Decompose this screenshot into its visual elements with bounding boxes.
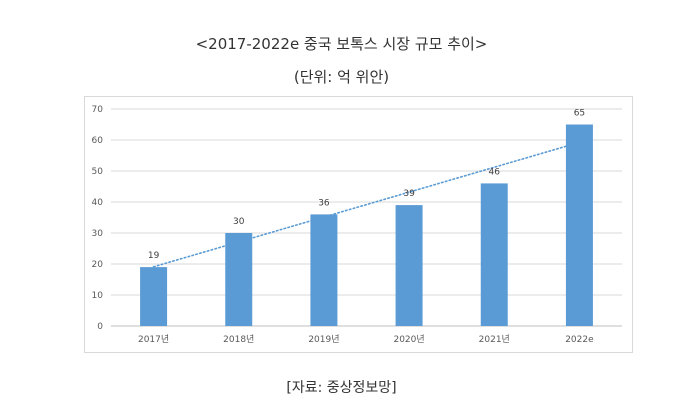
bar bbox=[225, 233, 253, 326]
data-label: 46 bbox=[489, 167, 501, 177]
source-note: [자료: 중상정보망] bbox=[286, 380, 397, 396]
y-tick-label: 10 bbox=[92, 291, 104, 301]
y-tick-label: 30 bbox=[92, 229, 104, 239]
x-tick-label: 2017년 bbox=[138, 334, 169, 345]
x-tick-label: 2020년 bbox=[393, 334, 424, 345]
trendline-layer bbox=[152, 141, 581, 268]
y-tick-label: 20 bbox=[92, 260, 104, 270]
data-label: 19 bbox=[148, 251, 160, 261]
data-label: 65 bbox=[574, 109, 585, 119]
y-axis-ticks: 0 10 20 30 40 50 60 70 bbox=[92, 105, 104, 332]
chart-area bbox=[84, 96, 633, 353]
chart-subtitle: (단위: 억 위안) bbox=[293, 68, 390, 86]
y-tick-label: 70 bbox=[92, 105, 104, 115]
bar bbox=[565, 124, 593, 326]
data-label: 39 bbox=[403, 189, 415, 199]
bars bbox=[140, 124, 593, 326]
bar bbox=[395, 205, 423, 326]
gridlines bbox=[111, 108, 622, 327]
trendline bbox=[152, 141, 581, 268]
data-label: 30 bbox=[233, 217, 245, 227]
x-tick-label: 2019년 bbox=[308, 334, 339, 345]
data-label: 36 bbox=[318, 198, 330, 208]
y-tick-label: 40 bbox=[92, 198, 104, 208]
chart-title: <2017-2022e 중국 보톡스 시장 규모 추이> bbox=[195, 35, 488, 53]
bar bbox=[480, 183, 508, 326]
x-tick-label: 2022e bbox=[565, 335, 594, 345]
x-tick-label: 2018년 bbox=[223, 334, 254, 345]
y-tick-label: 60 bbox=[92, 136, 104, 146]
x-tick-label: 2021년 bbox=[479, 334, 510, 345]
y-tick-label: 50 bbox=[92, 167, 104, 177]
bar bbox=[310, 214, 338, 326]
y-tick-label: 0 bbox=[97, 322, 103, 332]
bar bbox=[140, 267, 168, 326]
x-axis-ticks: 2017년 2018년 2019년 2020년 2021년 2022e bbox=[138, 334, 594, 345]
data-labels: 19 30 36 39 46 65 bbox=[148, 109, 585, 262]
